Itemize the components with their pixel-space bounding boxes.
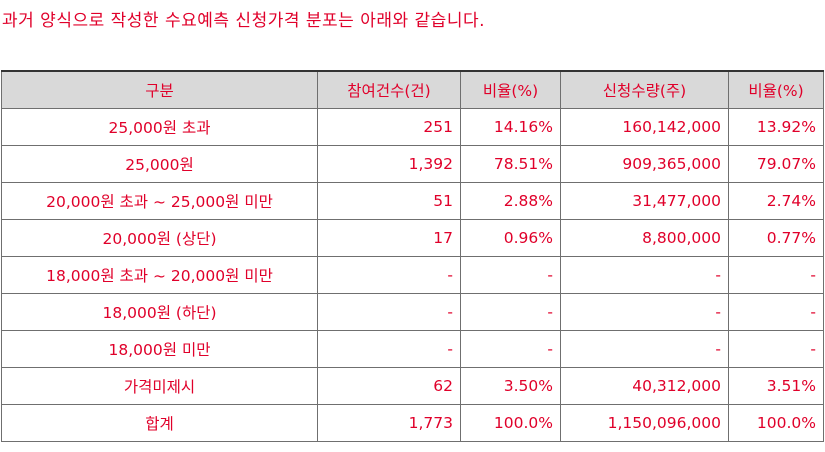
- total-count-ratio: 100.0%: [460, 404, 561, 442]
- row-quantity: -: [560, 293, 729, 331]
- row-quantity-ratio: 3.51%: [728, 367, 824, 405]
- row-quantity: -: [560, 256, 729, 294]
- row-count-ratio: 2.88%: [460, 182, 561, 220]
- table-row: 20,000원 초과 ~ 25,000원 미만 51 2.88% 31,477,…: [1, 182, 824, 220]
- row-count: 51: [317, 182, 461, 220]
- table-row: 18,000원 초과 ~ 20,000원 미만 - - - -: [1, 256, 824, 294]
- row-count-ratio: 14.16%: [460, 108, 561, 146]
- row-count-ratio: -: [460, 256, 561, 294]
- header-category: 구분: [1, 70, 318, 109]
- total-category: 합계: [1, 404, 318, 442]
- table-row: 25,000원 초과 251 14.16% 160,142,000 13.92%: [1, 108, 824, 146]
- row-count-ratio: 0.96%: [460, 219, 561, 257]
- row-quantity-ratio: 13.92%: [728, 108, 824, 146]
- row-quantity-ratio: 2.74%: [728, 182, 824, 220]
- row-quantity-ratio: -: [728, 256, 824, 294]
- row-count-ratio: 78.51%: [460, 145, 561, 183]
- row-count-ratio: -: [460, 293, 561, 331]
- row-count: -: [317, 256, 461, 294]
- total-row: 합계 1,773 100.0% 1,150,096,000 100.0%: [1, 404, 824, 442]
- table-row: 18,000원 미만 - - - -: [1, 330, 824, 368]
- row-count-ratio: -: [460, 330, 561, 368]
- row-count: 17: [317, 219, 461, 257]
- row-quantity: 40,312,000: [560, 367, 729, 405]
- row-category: 20,000원 (상단): [1, 219, 318, 257]
- row-category: 18,000원 미만: [1, 330, 318, 368]
- row-category: 가격미제시: [1, 367, 318, 405]
- table-row: 20,000원 (상단) 17 0.96% 8,800,000 0.77%: [1, 219, 824, 257]
- table-row: 25,000원 1,392 78.51% 909,365,000 79.07%: [1, 145, 824, 183]
- row-count-ratio: 3.50%: [460, 367, 561, 405]
- header-count-ratio: 비율(%): [460, 70, 561, 109]
- row-quantity-ratio: 79.07%: [728, 145, 824, 183]
- row-quantity-ratio: -: [728, 293, 824, 331]
- row-category: 20,000원 초과 ~ 25,000원 미만: [1, 182, 318, 220]
- row-quantity-ratio: -: [728, 330, 824, 368]
- header-quantity-ratio: 비율(%): [728, 70, 824, 109]
- row-count: 1,392: [317, 145, 461, 183]
- row-count: -: [317, 330, 461, 368]
- table-row: 18,000원 (하단) - - - -: [1, 293, 824, 331]
- table-caption: 과거 양식으로 작성한 수요예측 신청가격 분포는 아래와 같습니다.: [2, 11, 486, 31]
- header-quantity: 신청수량(주): [560, 70, 729, 109]
- row-count: 62: [317, 367, 461, 405]
- total-quantity: 1,150,096,000: [560, 404, 729, 442]
- row-category: 25,000원 초과: [1, 108, 318, 146]
- total-count: 1,773: [317, 404, 461, 442]
- header-count: 참여건수(건): [317, 70, 461, 109]
- header-row: 구분 참여건수(건) 비율(%) 신청수량(주) 비율(%): [1, 70, 824, 109]
- row-category: 18,000원 (하단): [1, 293, 318, 331]
- price-distribution-table: 구분 참여건수(건) 비율(%) 신청수량(주) 비율(%) 25,000원 초…: [1, 70, 824, 442]
- row-quantity: -: [560, 330, 729, 368]
- table-row: 가격미제시 62 3.50% 40,312,000 3.51%: [1, 367, 824, 405]
- row-quantity: 31,477,000: [560, 182, 729, 220]
- row-quantity: 8,800,000: [560, 219, 729, 257]
- row-quantity-ratio: 0.77%: [728, 219, 824, 257]
- row-quantity: 909,365,000: [560, 145, 729, 183]
- row-quantity: 160,142,000: [560, 108, 729, 146]
- total-quantity-ratio: 100.0%: [728, 404, 824, 442]
- row-category: 25,000원: [1, 145, 318, 183]
- row-count: 251: [317, 108, 461, 146]
- row-count: -: [317, 293, 461, 331]
- row-category: 18,000원 초과 ~ 20,000원 미만: [1, 256, 318, 294]
